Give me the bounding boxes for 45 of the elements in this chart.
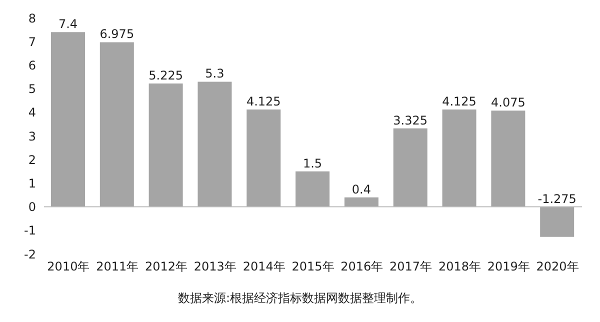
bar: [393, 128, 428, 207]
bar: [198, 82, 232, 207]
data-label: 4.075: [491, 96, 526, 110]
y-tick-label: 0: [28, 200, 36, 214]
x-tick-label: 2011年: [96, 260, 139, 274]
data-label: 4.125: [442, 94, 476, 108]
data-label: 0.4: [352, 182, 371, 196]
bar: [491, 110, 526, 207]
y-tick-label: 5: [28, 82, 36, 96]
data-label: 1.5: [303, 156, 322, 170]
bar: [51, 32, 85, 207]
bar: [442, 109, 476, 207]
x-tick-label: 2014年: [242, 260, 286, 274]
data-label: 3.325: [393, 113, 428, 128]
data-label: -1.275: [538, 192, 576, 206]
y-tick-label: 7: [28, 34, 36, 49]
x-tick-label: 2016年: [340, 260, 384, 274]
x-tick-label: 2018年: [438, 260, 481, 274]
x-tick-label: 2010年: [47, 260, 90, 274]
y-tick-label: 3: [28, 129, 36, 144]
x-tick-label: 2019年: [487, 260, 530, 274]
bar: [246, 109, 281, 207]
x-tick-label: 2015年: [292, 260, 334, 274]
x-tick-label: 2020年: [536, 260, 579, 274]
y-tick-label: -2: [24, 247, 36, 262]
bar: [344, 197, 378, 207]
y-tick-label: -1: [24, 224, 36, 238]
bar: [148, 83, 183, 207]
source-note: 数据来源:根据经济指标数据网数据整理制作。: [176, 290, 424, 307]
x-tick-label: 2017年: [390, 260, 432, 274]
y-tick-label: 1: [28, 176, 36, 190]
data-label: 7.4: [58, 17, 78, 32]
data-label: 6.975: [100, 27, 134, 42]
x-tick-label: 2013年: [194, 260, 236, 274]
y-tick-label: 8: [28, 11, 36, 26]
data-label: 5.3: [205, 66, 224, 81]
bar: [540, 206, 574, 237]
data-label: 4.125: [246, 94, 281, 108]
data-label: 5.225: [148, 68, 183, 82]
x-tick-label: 2012年: [145, 260, 188, 274]
bar: [100, 42, 134, 207]
y-tick-label: 4: [28, 106, 36, 120]
y-tick-label: 2: [28, 152, 36, 167]
y-tick-label: 6: [28, 58, 36, 72]
bar: [296, 171, 330, 207]
